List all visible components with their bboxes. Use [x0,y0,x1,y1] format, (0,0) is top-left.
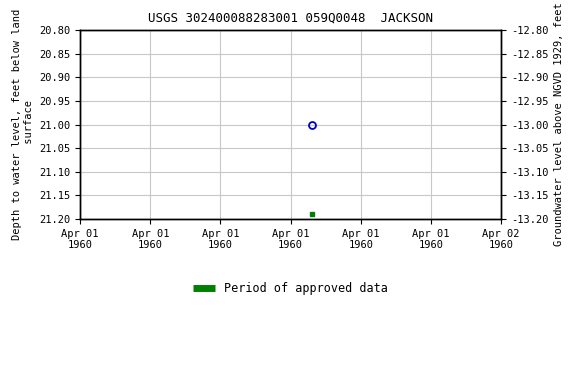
Y-axis label: Groundwater level above NGVD 1929, feet: Groundwater level above NGVD 1929, feet [554,3,564,247]
Title: USGS 302400088283001 059Q0048  JACKSON: USGS 302400088283001 059Q0048 JACKSON [148,12,433,25]
Y-axis label: Depth to water level, feet below land
 surface: Depth to water level, feet below land su… [12,9,33,240]
Legend: Period of approved data: Period of approved data [189,277,393,300]
